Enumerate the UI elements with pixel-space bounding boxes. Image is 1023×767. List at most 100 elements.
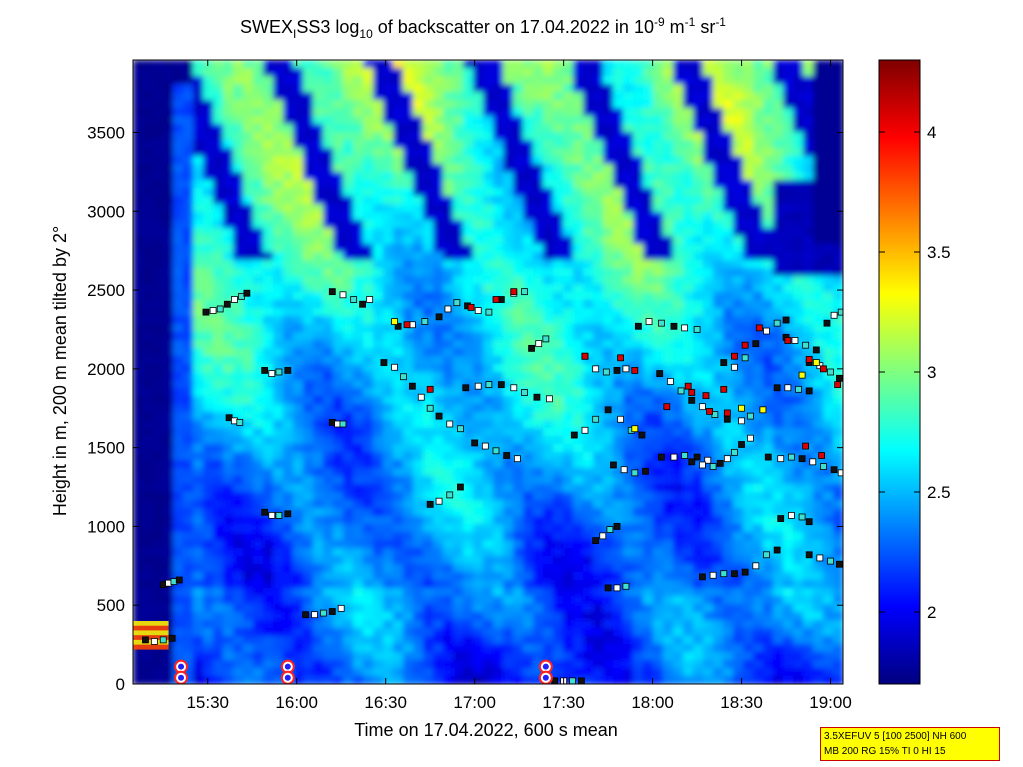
layer-point [339,291,347,299]
svg-text:SWEXISS3 log10 of backscatter: SWEXISS3 log10 of backscatter on 17.04.2… [240,15,726,41]
layer-point [681,324,689,332]
x-tick-label: 16:30 [364,693,407,712]
layer-point [168,634,176,642]
high-backscatter-point [731,352,738,360]
cloud-base-marker-core [542,663,549,670]
layer-point [446,491,454,499]
high-backscatter-point [688,389,696,396]
layer-point [741,354,749,362]
high-backscatter-point [802,442,810,450]
x-tick-label: 17:00 [453,693,496,712]
layer-point [809,458,817,466]
layer-point [236,419,244,426]
y-tick-label: 1000 [87,517,125,536]
y-tick-label: 0 [116,675,125,694]
layer-point [741,568,749,576]
layer-point [610,461,617,469]
layer-point [453,299,461,307]
layer-point [816,554,824,562]
colorbar-gradient [878,59,921,685]
layer-point [681,452,689,459]
layer-point [380,359,388,366]
cloud-base-marker-core [178,663,185,670]
title-part-1: SWEX [240,17,293,37]
layer-point [503,452,511,459]
x-axis: 15:30 16:00 16:30 17:00 17:30 18:00 18:30 19:00 [186,60,852,712]
colorbar-tick-label: 3.5 [927,243,951,262]
layer-point [474,307,482,314]
layer-point [613,584,621,592]
layer-point [542,335,550,343]
layer-point [435,497,443,505]
title-part-3: of backscatter on 17.04.2022 in 10 [373,17,654,37]
x-axis-label: Time on 17.04.2022, 600 s mean [354,720,618,740]
layer-point [581,426,589,434]
layer-point [784,384,792,392]
layer-point [752,340,760,348]
layer-point [830,466,838,474]
layer-point [578,677,585,684]
layer-point [764,453,772,461]
y-tick-label: 3500 [87,123,125,142]
colorbar: 2 2.5 3 3.5 4 [878,59,951,685]
layer-point [787,453,795,461]
layer-point [602,368,610,376]
layer-point [613,523,621,530]
layer-point [175,576,183,584]
layer-point [823,319,831,327]
layer-point [738,417,745,425]
layer-point [457,483,464,491]
layer-point [773,384,781,392]
layer-point [462,384,470,392]
layer-point [599,532,607,540]
layer-point [268,511,276,519]
layer-point [656,370,664,377]
high-backscatter-point [723,409,731,417]
x-tick-label: 19:00 [809,693,852,712]
cloud-base-marker-core [178,674,185,681]
layer-point [716,459,724,467]
layer-point [159,636,167,644]
layer-point [617,415,624,423]
y-tick-label: 2500 [87,281,125,300]
layer-point [658,319,665,327]
layer-point [836,374,843,382]
layer-point [699,461,706,469]
high-backscatter-point [720,385,728,393]
layer-point [320,609,327,617]
title-part-4: m [665,17,685,37]
high-backscatter-point [663,403,671,411]
high-backscatter-point [426,385,434,393]
layer-point [521,389,528,396]
x-tick-label: 16:00 [275,693,318,712]
layer-point [528,344,535,352]
layer-point [747,412,754,420]
layer-point [302,611,310,619]
layer-point [645,318,653,325]
layer-point [492,447,500,455]
layer-point [802,341,810,349]
layer-point [606,526,614,533]
high-backscatter-point [805,355,813,363]
layer-point [216,305,224,313]
layer-point [400,373,407,381]
layer-point [350,296,358,303]
parameter-info-box: 3.5XEFUV 5 [100 2500] NH 600 MB 200 RG 1… [820,727,1000,761]
high-backscatter-point [510,288,518,296]
layer-point [391,363,398,371]
layer-point [709,463,717,470]
layer-point [366,296,374,303]
layer-point [481,442,489,450]
layer-point [634,322,642,330]
x-tick-label: 18:30 [720,693,763,712]
high-backscatter-point [617,354,624,362]
layer-point [570,431,578,439]
layer-point [339,420,347,428]
layer-point [666,378,674,385]
title-sup-5: -1 [715,15,726,29]
high-backscatter-point [581,352,589,360]
colorbar-tick-label: 2 [927,603,936,622]
layer-point [670,322,678,330]
layer-point [782,316,790,324]
